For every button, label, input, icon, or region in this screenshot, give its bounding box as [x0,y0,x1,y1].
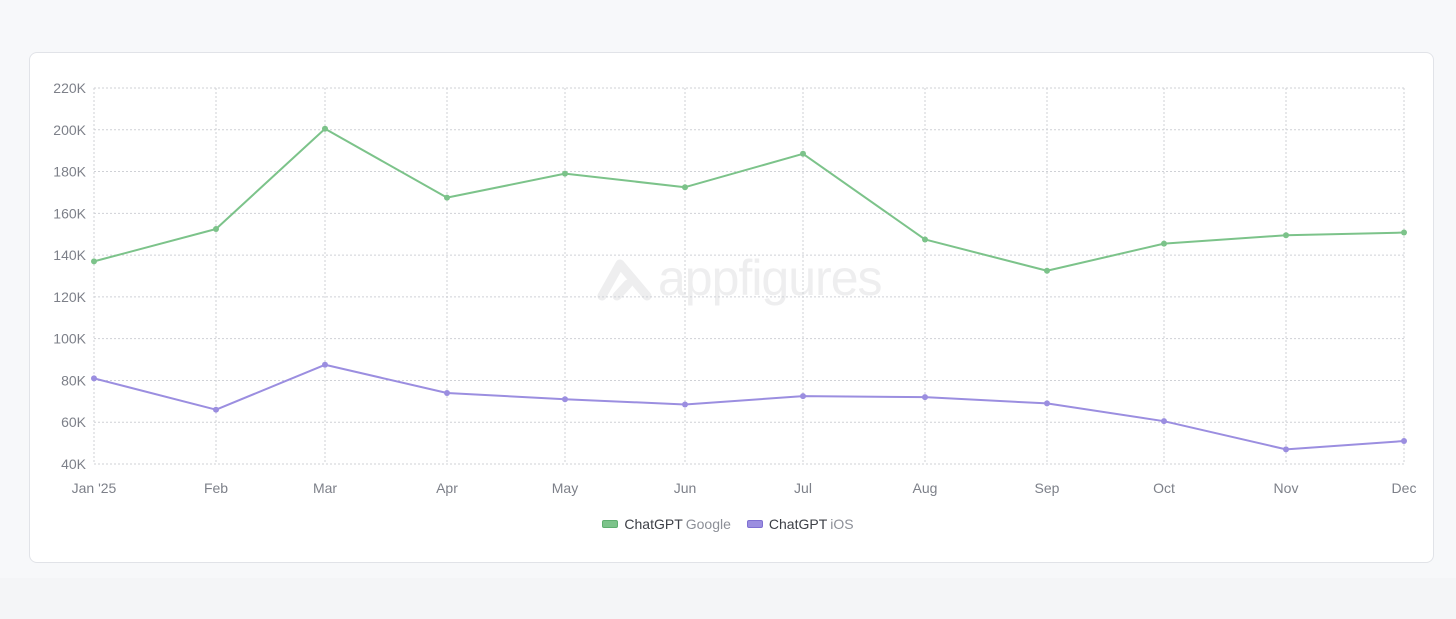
legend-item-chatgpt-ios[interactable]: ChatGPT iOS [746,516,854,532]
chart-card [29,52,1434,563]
y-tick-label: 160K [53,205,86,221]
x-tick-label: May [552,480,578,496]
appfigures-watermark: appfigures [597,250,883,306]
data-point[interactable] [922,394,928,401]
data-point[interactable] [1161,418,1167,425]
data-point[interactable] [91,258,97,265]
data-point[interactable] [213,226,219,232]
data-point[interactable] [922,236,928,243]
legend: ChatGPT Google ChatGPT iOS [0,516,1456,532]
y-tick-label: 40K [61,456,87,472]
legend-platform-label: Google [685,516,731,532]
x-tick-label: Oct [1153,480,1175,496]
x-tick-label: Nov [1274,480,1299,496]
x-tick-label: Sep [1035,480,1060,496]
x-tick-label: Jan '25 [72,480,117,496]
data-point[interactable] [562,170,568,177]
x-tick-label: Jun [674,480,697,496]
data-point[interactable] [444,194,450,201]
x-tick-label: Aug [913,480,938,496]
data-point[interactable] [322,125,328,132]
data-point[interactable] [562,396,568,403]
series-ios [91,361,1407,453]
y-tick-label: 200K [53,122,86,138]
legend-swatch-ios [746,520,763,528]
data-point[interactable] [322,361,328,368]
data-point[interactable] [682,401,688,408]
data-point[interactable] [1283,446,1289,453]
data-point[interactable] [1161,240,1167,247]
data-point[interactable] [91,375,97,382]
data-point[interactable] [800,393,806,400]
x-tick-label: Jul [794,480,812,496]
bottom-strip [0,578,1456,619]
data-point[interactable] [682,184,688,191]
watermark-text: appfigures [658,250,882,306]
legend-platform-label: iOS [830,516,854,532]
series-google [91,125,1407,274]
y-tick-label: 180K [53,164,86,180]
y-axis: 40K 60K 80K 100K 120K 140K 160K 180K 200K 220K [53,80,86,472]
y-tick-label: 100K [53,331,86,347]
series-line [93,127,1405,272]
y-tick-label: 60K [61,414,87,430]
x-tick-label: Feb [204,480,228,496]
legend-app-label: ChatGPT [768,516,828,532]
data-point[interactable] [213,406,219,413]
data-point[interactable] [1401,229,1407,236]
data-point[interactable] [800,150,806,157]
y-tick-label: 140K [53,247,86,263]
x-axis: Jan '25 Feb Mar Apr May Jun Jul Aug Sep Oct Nov Dec [72,480,1417,496]
appfigures-logo-icon [597,259,652,301]
series-line [93,363,1405,451]
x-tick-label: Apr [436,480,458,496]
x-tick-label: Mar [313,480,337,496]
data-point[interactable] [1283,232,1289,239]
y-tick-label: 120K [53,289,86,305]
data-point[interactable] [1044,267,1050,274]
legend-item-chatgpt-google[interactable]: ChatGPT Google [602,516,731,532]
legend-app-label: ChatGPT [624,516,683,532]
y-tick-label: 80K [61,372,87,388]
data-point[interactable] [1044,400,1050,407]
data-point[interactable] [444,389,450,396]
x-tick-label: Dec [1392,480,1417,496]
y-tick-label: 220K [53,80,86,96]
data-point[interactable] [1401,438,1407,445]
series-layer [91,125,1407,453]
legend-swatch-google [602,520,619,528]
